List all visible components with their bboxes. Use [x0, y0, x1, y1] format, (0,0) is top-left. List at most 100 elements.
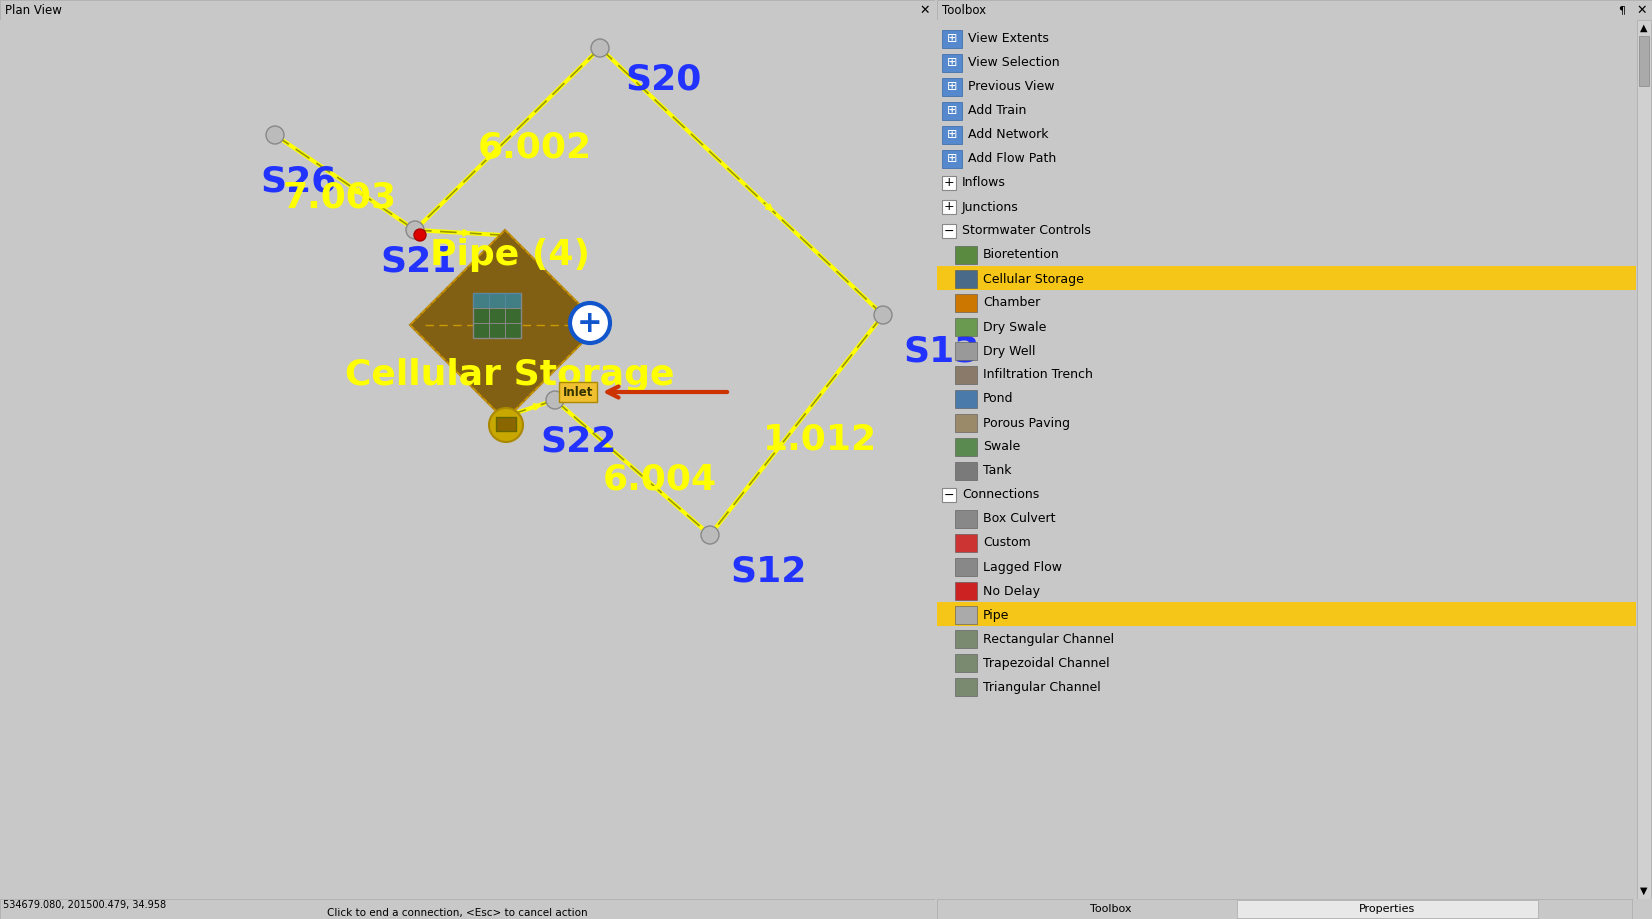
- FancyBboxPatch shape: [942, 150, 961, 168]
- Text: Click to end a connection, <Esc> to cancel action: Click to end a connection, <Esc> to canc…: [327, 908, 588, 918]
- FancyBboxPatch shape: [955, 437, 978, 457]
- Text: Chamber: Chamber: [983, 297, 1041, 310]
- Text: −: −: [943, 489, 955, 502]
- Circle shape: [406, 221, 425, 239]
- Text: Dry Well: Dry Well: [983, 345, 1036, 357]
- FancyBboxPatch shape: [955, 269, 978, 289]
- Text: Toolbox: Toolbox: [1090, 904, 1132, 914]
- FancyBboxPatch shape: [942, 126, 961, 144]
- Text: −: −: [943, 224, 955, 237]
- FancyBboxPatch shape: [942, 29, 961, 49]
- Text: Box Culvert: Box Culvert: [983, 513, 1056, 526]
- Text: Pipe: Pipe: [983, 608, 1009, 621]
- Polygon shape: [410, 230, 600, 420]
- Text: Lagged Flow: Lagged Flow: [983, 561, 1062, 573]
- FancyBboxPatch shape: [955, 294, 978, 312]
- Text: Swale: Swale: [983, 440, 1021, 453]
- Text: Tank: Tank: [983, 464, 1011, 478]
- Circle shape: [415, 229, 426, 241]
- FancyBboxPatch shape: [955, 342, 978, 360]
- Text: View Selection: View Selection: [968, 56, 1059, 70]
- Text: S21: S21: [380, 245, 456, 279]
- Text: Trapezoidal Channel: Trapezoidal Channel: [983, 656, 1110, 670]
- Text: ▼: ▼: [1640, 886, 1647, 896]
- Text: ✕: ✕: [1637, 4, 1647, 17]
- FancyBboxPatch shape: [942, 223, 957, 238]
- Text: Cellular Storage: Cellular Storage: [983, 273, 1084, 286]
- Text: Triangular Channel: Triangular Channel: [983, 680, 1100, 694]
- Text: S26: S26: [259, 165, 337, 199]
- FancyBboxPatch shape: [955, 510, 978, 528]
- Text: Previous View: Previous View: [968, 81, 1054, 94]
- FancyBboxPatch shape: [942, 78, 961, 96]
- Text: Connections: Connections: [961, 489, 1039, 502]
- FancyBboxPatch shape: [496, 416, 517, 431]
- FancyBboxPatch shape: [942, 53, 961, 73]
- Text: Add Flow Path: Add Flow Path: [968, 153, 1056, 165]
- FancyBboxPatch shape: [955, 534, 978, 552]
- Text: Plan View: Plan View: [5, 4, 61, 17]
- Circle shape: [570, 303, 610, 343]
- FancyBboxPatch shape: [955, 414, 978, 432]
- Text: Custom: Custom: [983, 537, 1031, 550]
- Text: No Delay: No Delay: [983, 584, 1039, 597]
- FancyBboxPatch shape: [955, 461, 978, 481]
- Text: +: +: [943, 200, 955, 213]
- Text: ⊞: ⊞: [947, 105, 957, 118]
- FancyBboxPatch shape: [942, 102, 961, 120]
- Circle shape: [489, 408, 524, 442]
- Text: Add Network: Add Network: [968, 129, 1049, 142]
- Text: 6.004: 6.004: [603, 463, 717, 497]
- Text: +: +: [943, 176, 955, 189]
- Circle shape: [547, 391, 563, 409]
- Text: Pond: Pond: [983, 392, 1013, 405]
- FancyBboxPatch shape: [472, 292, 522, 308]
- Text: Toolbox: Toolbox: [942, 4, 986, 17]
- Text: 1.012: 1.012: [763, 423, 877, 457]
- Bar: [1237, 900, 1538, 918]
- FancyBboxPatch shape: [955, 653, 978, 673]
- Text: S12: S12: [730, 555, 806, 589]
- FancyBboxPatch shape: [558, 382, 596, 402]
- FancyBboxPatch shape: [955, 558, 978, 576]
- Text: ¶: ¶: [1619, 5, 1626, 15]
- FancyBboxPatch shape: [955, 318, 978, 336]
- Circle shape: [591, 39, 610, 57]
- Text: ⊞: ⊞: [947, 81, 957, 94]
- Text: ✕: ✕: [920, 4, 930, 17]
- Text: Inlet: Inlet: [563, 385, 593, 399]
- Bar: [1639, 36, 1649, 86]
- Text: ▲: ▲: [1640, 23, 1647, 33]
- Circle shape: [266, 126, 284, 144]
- Text: ⊞: ⊞: [947, 129, 957, 142]
- Text: 6.002: 6.002: [477, 131, 591, 165]
- Bar: [937, 266, 1635, 290]
- Text: Dry Swale: Dry Swale: [983, 321, 1046, 334]
- Circle shape: [874, 306, 892, 324]
- Text: 7.003: 7.003: [282, 181, 396, 215]
- Text: Infiltration Trench: Infiltration Trench: [983, 369, 1092, 381]
- FancyBboxPatch shape: [955, 366, 978, 384]
- Text: S22: S22: [540, 425, 616, 459]
- Text: Pipe (4): Pipe (4): [430, 238, 590, 272]
- Text: Porous Paving: Porous Paving: [983, 416, 1070, 429]
- FancyBboxPatch shape: [955, 582, 978, 600]
- Bar: [1637, 20, 1650, 899]
- FancyBboxPatch shape: [955, 245, 978, 265]
- Text: S13: S13: [904, 335, 980, 369]
- Text: View Extents: View Extents: [968, 32, 1049, 46]
- Text: Rectangular Channel: Rectangular Channel: [983, 632, 1113, 645]
- Text: ⊞: ⊞: [947, 56, 957, 70]
- Text: Stormwater Controls: Stormwater Controls: [961, 224, 1090, 237]
- Text: Junctions: Junctions: [961, 200, 1019, 213]
- FancyBboxPatch shape: [472, 292, 522, 338]
- FancyBboxPatch shape: [942, 176, 957, 190]
- FancyBboxPatch shape: [955, 630, 978, 648]
- Text: 534679.080, 201500.479, 34.958: 534679.080, 201500.479, 34.958: [3, 900, 167, 910]
- FancyBboxPatch shape: [955, 677, 978, 697]
- FancyBboxPatch shape: [955, 390, 978, 408]
- FancyBboxPatch shape: [955, 606, 978, 624]
- FancyBboxPatch shape: [942, 488, 957, 503]
- Text: S20: S20: [624, 63, 702, 97]
- Bar: [937, 602, 1635, 626]
